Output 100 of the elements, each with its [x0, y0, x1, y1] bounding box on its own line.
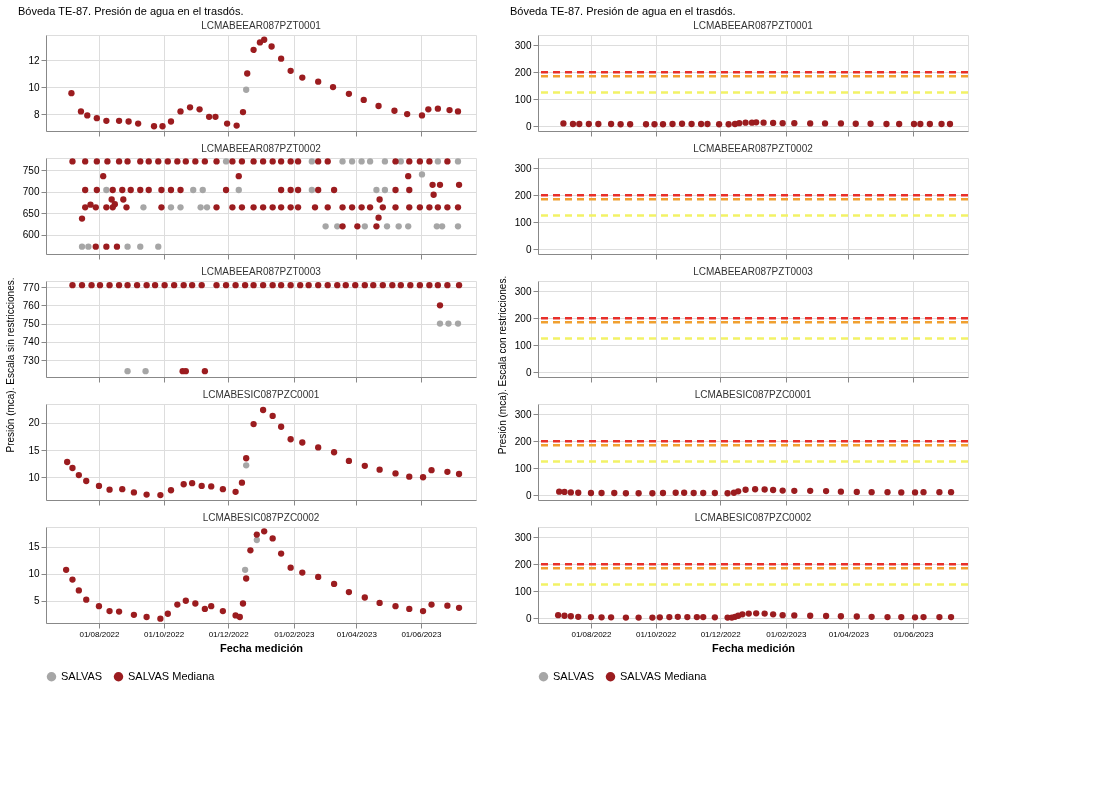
- point: [433, 223, 440, 230]
- point: [392, 603, 399, 610]
- point: [203, 204, 211, 211]
- point: [370, 282, 377, 289]
- y-tick-label: 750: [22, 164, 40, 176]
- point: [406, 473, 413, 480]
- point: [315, 78, 322, 85]
- y-tick-label: 10: [28, 568, 40, 580]
- y-tick-label: 10: [28, 471, 40, 483]
- point: [167, 118, 175, 125]
- point: [222, 282, 230, 289]
- y-tick-label: 300: [514, 162, 532, 174]
- point: [150, 123, 158, 130]
- chart-subtitle: LCMABEEAR087PZT0003: [201, 266, 322, 277]
- point: [125, 118, 132, 125]
- point: [329, 83, 337, 91]
- point: [250, 282, 257, 289]
- point: [426, 282, 433, 289]
- point: [269, 282, 276, 289]
- y-axis-title: Presión (mca). Escala con restricciones.: [497, 275, 508, 455]
- point: [142, 367, 149, 375]
- point: [180, 481, 187, 488]
- point: [438, 223, 446, 230]
- y-tick-label: 200: [514, 435, 532, 447]
- point: [455, 282, 463, 289]
- y-tick-label: 15: [28, 541, 40, 553]
- x-tick-label: 01/12/2022: [700, 629, 742, 639]
- x-tick-label: 01/12/2022: [208, 629, 250, 639]
- point: [277, 423, 285, 430]
- chart-subtitle: LCMABEEAR087PZT0003: [693, 266, 814, 277]
- point: [391, 107, 398, 114]
- point: [419, 607, 427, 615]
- point: [143, 282, 150, 289]
- point: [130, 489, 138, 496]
- point: [345, 457, 353, 465]
- point: [434, 282, 442, 289]
- point: [115, 608, 123, 615]
- point: [151, 282, 159, 289]
- point: [75, 471, 82, 479]
- point: [219, 486, 227, 493]
- point: [95, 482, 103, 490]
- point: [157, 615, 164, 622]
- y-tick-label: 15: [28, 444, 40, 456]
- point: [404, 110, 411, 118]
- point: [444, 282, 451, 289]
- point: [140, 204, 147, 211]
- x-tick-label: 01/10/2022: [636, 629, 677, 639]
- point: [115, 117, 123, 125]
- point: [213, 282, 220, 289]
- x-tick-label: 01/04/2023: [336, 629, 378, 639]
- point: [236, 613, 243, 621]
- x-tick-label: 01/06/2023: [893, 629, 934, 639]
- point: [199, 186, 206, 194]
- y-tick-label: 700: [22, 186, 40, 198]
- point: [180, 282, 187, 289]
- point: [130, 611, 138, 619]
- point: [239, 108, 247, 116]
- point: [164, 610, 171, 617]
- point: [446, 106, 453, 114]
- point: [78, 243, 86, 250]
- point: [133, 282, 141, 289]
- y-tick-label: 750: [22, 318, 40, 330]
- point: [201, 605, 209, 613]
- y-tick-label: 100: [514, 462, 532, 474]
- point: [161, 282, 168, 289]
- point: [375, 102, 382, 110]
- chart-subtitle: LCMABESIC087PZC0002: [694, 512, 812, 523]
- y-tick-label: 12: [28, 54, 40, 66]
- point: [170, 282, 178, 289]
- point: [383, 223, 391, 230]
- point: [241, 282, 249, 289]
- point: [299, 569, 306, 576]
- point: [428, 601, 435, 608]
- y-axis-title: Presión (mca). Escala sin restricciones.: [5, 277, 16, 453]
- legend-label: SALVAS: [61, 669, 103, 682]
- point: [405, 223, 412, 230]
- point: [315, 282, 322, 289]
- point: [106, 486, 113, 493]
- point: [330, 449, 338, 456]
- y-tick-label: 730: [22, 354, 40, 366]
- point: [261, 36, 268, 43]
- point: [454, 108, 462, 115]
- y-tick-label: 8: [33, 108, 40, 120]
- x-tick-label: 01/10/2022: [144, 629, 185, 639]
- point: [268, 43, 275, 50]
- y-tick-label: 650: [22, 207, 40, 219]
- y-tick-label: 100: [514, 93, 532, 105]
- point: [177, 204, 184, 211]
- point: [287, 564, 294, 571]
- point: [277, 55, 285, 62]
- y-tick-label: 100: [514, 216, 532, 228]
- point: [84, 112, 91, 119]
- point: [261, 528, 268, 535]
- point: [233, 122, 240, 129]
- point: [124, 367, 131, 375]
- point: [425, 106, 432, 113]
- point: [361, 462, 368, 469]
- point: [243, 462, 250, 469]
- y-tick-label: 300: [514, 285, 532, 297]
- point: [69, 282, 76, 289]
